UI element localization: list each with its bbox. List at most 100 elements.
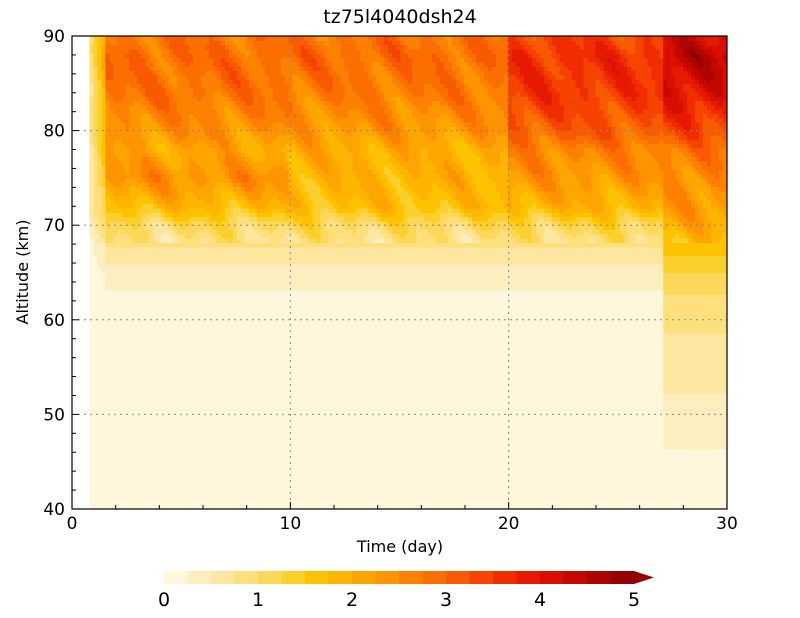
- heatmap-cell: [695, 332, 700, 394]
- heatmap-cell: [93, 36, 99, 67]
- heatmap-cell: [364, 70, 369, 106]
- heatmap-cell: [539, 190, 545, 200]
- heatmap-cell: [236, 87, 242, 97]
- heatmap-cell: [655, 220, 660, 235]
- heatmap-cell: [691, 165, 696, 170]
- heatmap-cell: [587, 36, 593, 63]
- heatmap-cell: [304, 216, 310, 226]
- heatmap-cell: [185, 79, 190, 136]
- heatmap-cell: [173, 74, 178, 89]
- heatmap-cell: [244, 57, 250, 71]
- heatmap-cell: [292, 242, 298, 248]
- heatmap-cell: [260, 229, 266, 239]
- heatmap-cell: [288, 44, 294, 59]
- heatmap-cell: [252, 134, 258, 140]
- heatmap-cell: [133, 216, 138, 231]
- heatmap-cell: [292, 61, 298, 76]
- heatmap-cell: [555, 220, 561, 226]
- heatmap-cell: [627, 203, 632, 209]
- heatmap-cell: [655, 96, 660, 114]
- heatmap-cell: [193, 143, 198, 162]
- heatmap-cell: [675, 147, 680, 179]
- heatmap-cell: [507, 208, 513, 213]
- heatmap-cell: [412, 104, 417, 119]
- heatmap-cell: [296, 57, 302, 67]
- heatmap-cell: [515, 152, 521, 162]
- heatmap-cell: [276, 225, 282, 248]
- heatmap-cell: [161, 242, 166, 248]
- heatmap-cell: [388, 182, 393, 192]
- heatmap-cell: [471, 225, 477, 231]
- heatmap-cell: [193, 195, 198, 209]
- heatmap-cell: [659, 208, 664, 213]
- heatmap-cell: [205, 182, 210, 205]
- heatmap-cell: [304, 96, 310, 110]
- heatmap-cell: [260, 117, 266, 132]
- heatmap-cell: [715, 208, 720, 243]
- heatmap-cell: [113, 156, 118, 188]
- heatmap-cell: [456, 186, 461, 200]
- heatmap-cell: [479, 195, 485, 218]
- heatmap-cell: [209, 220, 214, 226]
- x-tick-label: 10: [280, 514, 302, 534]
- heatmap-cell: [639, 212, 644, 218]
- heatmap-cell: [113, 100, 118, 114]
- heatmap-cell: [651, 263, 656, 291]
- heatmap-cell: [511, 147, 517, 157]
- heatmap-cell: [149, 117, 154, 132]
- heatmap-cell: [695, 173, 700, 188]
- heatmap-cell: [703, 392, 708, 450]
- heatmap-cell: [531, 48, 537, 59]
- heatmap-cell: [519, 96, 525, 149]
- heatmap-cell: [280, 212, 286, 222]
- heatmap-cell: [113, 220, 118, 235]
- heatmap-cell: [384, 238, 389, 243]
- heatmap-cell: [376, 61, 381, 84]
- heatmap-cell: [153, 216, 158, 222]
- heatmap-cell: [483, 40, 489, 67]
- colorbar-extend-arrow: [634, 571, 654, 584]
- heatmap-cell: [193, 246, 198, 265]
- heatmap-cell: [396, 87, 401, 97]
- heatmap-cell: [408, 57, 413, 84]
- heatmap-cell: [268, 246, 274, 265]
- heatmap-cell: [523, 289, 529, 509]
- heatmap-cell: [519, 83, 525, 97]
- heatmap-cell: [276, 220, 282, 226]
- heatmap-cell: [583, 289, 589, 509]
- heatmap-cell: [336, 246, 342, 265]
- heatmap-cell: [595, 147, 601, 153]
- heatmap-cell: [663, 229, 668, 256]
- heatmap-cell: [364, 203, 369, 209]
- heatmap-cell: [149, 61, 154, 71]
- heatmap-cell: [252, 169, 258, 179]
- heatmap-cell: [575, 177, 581, 200]
- heatmap-cell: [691, 152, 696, 157]
- heatmap-cell: [687, 160, 692, 166]
- heatmap-cell: [715, 199, 720, 209]
- heatmap-cell: [165, 233, 170, 243]
- heatmap-cell: [587, 169, 593, 175]
- heatmap-cell: [368, 79, 373, 114]
- heatmap-cell: [479, 36, 485, 63]
- heatmap-cell: [157, 74, 162, 84]
- heatmap-cell: [292, 177, 298, 196]
- heatmap-cell: [288, 100, 294, 114]
- heatmap-cell: [647, 289, 652, 509]
- heatmap-cell: [145, 113, 150, 153]
- heatmap-cell: [464, 233, 469, 243]
- heatmap-cell: [161, 203, 166, 209]
- heatmap-cell: [400, 122, 405, 157]
- heatmap-cell: [248, 173, 254, 192]
- heatmap-cell: [579, 143, 585, 157]
- heatmap-cell: [551, 134, 557, 145]
- heatmap-cell: [647, 246, 652, 265]
- heatmap-cell: [356, 122, 362, 179]
- heatmap-cell: [695, 294, 700, 334]
- heatmap-cell: [384, 246, 389, 265]
- heatmap-cell: [599, 139, 605, 145]
- heatmap-cell: [121, 165, 126, 183]
- heatmap-cell: [240, 165, 246, 175]
- heatmap-cell: [603, 117, 609, 140]
- heatmap-cell: [288, 152, 294, 170]
